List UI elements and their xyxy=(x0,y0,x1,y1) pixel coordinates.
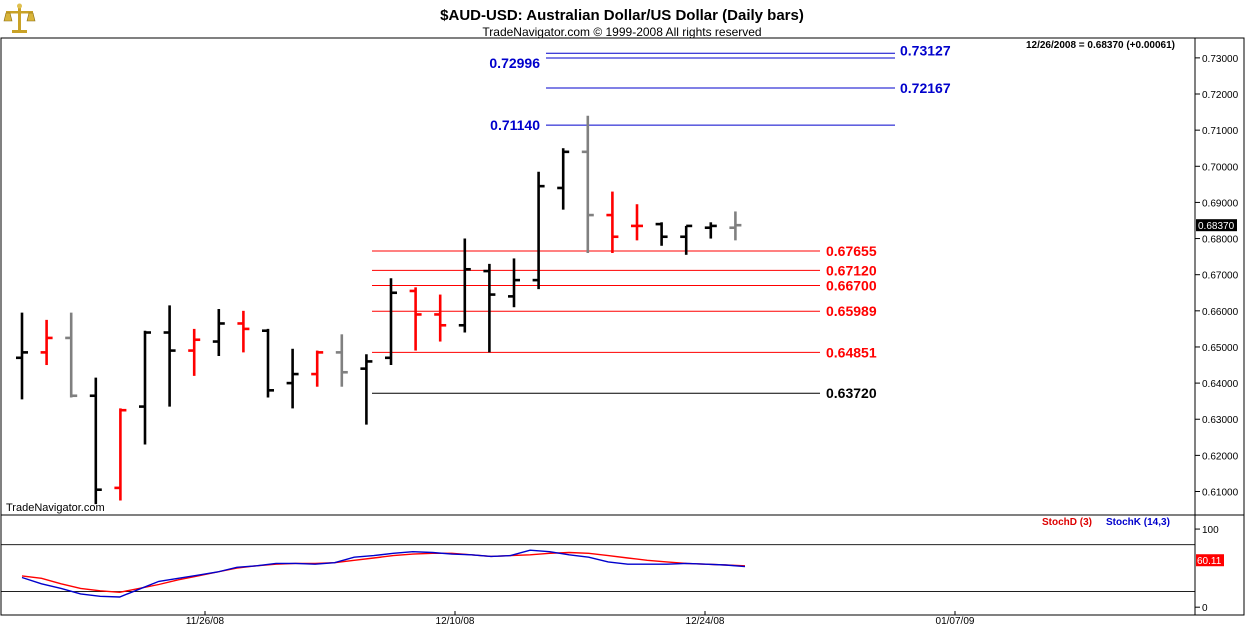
y-tick-label: 0.70000 xyxy=(1202,162,1239,173)
level-label: 0.71140 xyxy=(490,117,540,133)
stoch-line xyxy=(21,549,746,598)
y-tick-label: 0.72000 xyxy=(1202,90,1239,101)
watermark: TradeNavigator.com xyxy=(6,502,105,514)
current-price-marker xyxy=(1196,219,1237,232)
level-label: 0.63720 xyxy=(826,385,877,401)
level-label: 0.65989 xyxy=(826,303,877,319)
last-quote: 12/26/2008 = 0.68370 (+0.00061) xyxy=(1026,40,1175,51)
y-tick-label: 0.71000 xyxy=(1202,126,1239,137)
level-label: 0.67120 xyxy=(826,262,877,278)
price-panel-frame xyxy=(0,37,1245,516)
x-tick-label: 01/07/09 xyxy=(936,616,975,627)
stoch-current-label: 60.11 xyxy=(1197,556,1222,567)
stoch-panel-frame xyxy=(0,514,1245,616)
stoch-current-marker xyxy=(1196,554,1224,567)
level-label: 0.72996 xyxy=(489,55,540,71)
current-price-label: 0.68370 xyxy=(1198,221,1235,232)
stoch-y-tick-label: 100 xyxy=(1202,525,1219,536)
level-label: 0.72167 xyxy=(900,80,951,96)
y-tick-label: 0.69000 xyxy=(1202,198,1239,209)
x-tick-label: 12/10/08 xyxy=(436,616,475,627)
y-tick-label: 0.61000 xyxy=(1202,488,1239,499)
y-tick-label: 0.67000 xyxy=(1202,271,1239,282)
level-label: 0.64851 xyxy=(826,344,877,360)
level-label: 0.66700 xyxy=(826,278,877,294)
scales-of-justice-icon xyxy=(3,3,36,33)
y-tick-label: 0.68000 xyxy=(1202,235,1239,246)
stoch-d-legend: StochD (3) xyxy=(1042,517,1092,528)
level-label: 0.73127 xyxy=(900,42,951,58)
chart-title: $AUD-USD: Australian Dollar/US Dollar (D… xyxy=(440,7,804,24)
y-tick-label: 0.66000 xyxy=(1202,307,1239,318)
stoch-y-tick-label: 0 xyxy=(1202,603,1208,614)
y-tick-label: 0.65000 xyxy=(1202,343,1239,354)
copyright-text: TradeNavigator.com © 1999-2008 All right… xyxy=(482,25,761,39)
stoch-line xyxy=(21,551,746,594)
y-tick-label: 0.73000 xyxy=(1202,54,1239,65)
x-tick-label: 11/26/08 xyxy=(186,616,225,627)
y-tick-label: 0.62000 xyxy=(1202,451,1239,462)
y-tick-label: 0.64000 xyxy=(1202,379,1239,390)
x-tick-label: 12/24/08 xyxy=(686,616,725,627)
y-tick-label: 0.63000 xyxy=(1202,415,1239,426)
level-label: 0.67655 xyxy=(826,243,877,259)
stoch-k-legend: StochK (14,3) xyxy=(1106,517,1170,528)
